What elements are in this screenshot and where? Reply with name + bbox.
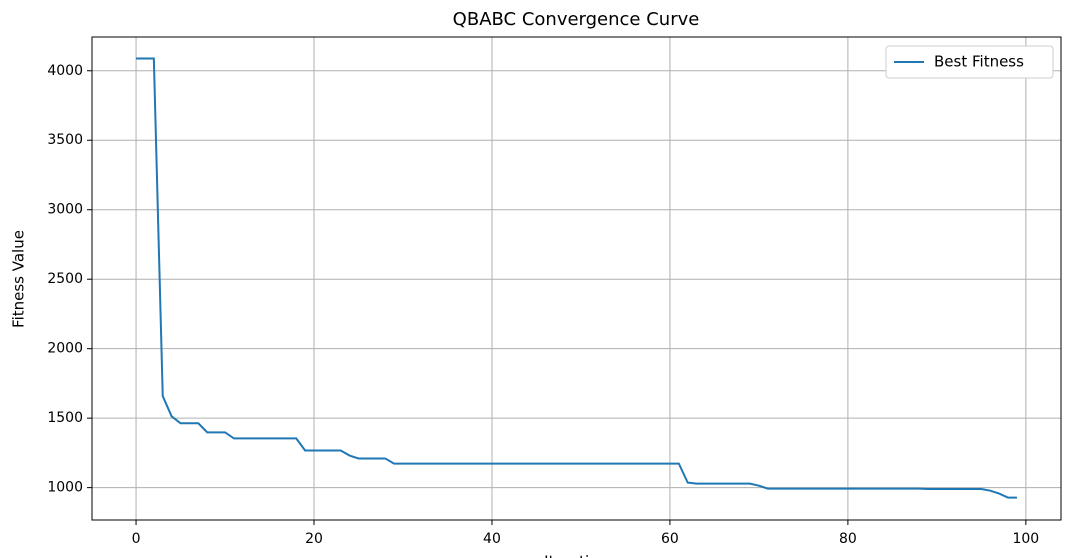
- plot-frame: [91, 36, 1062, 521]
- y-tick-label: 2000: [47, 341, 83, 357]
- x-tick-label: 40: [483, 531, 501, 547]
- y-tick-label: 3500: [47, 132, 83, 148]
- x-tick-label: 80: [839, 531, 857, 547]
- legend: Best Fitness: [885, 45, 1054, 79]
- y-tick-label: 3000: [47, 202, 83, 218]
- chart-title: QBABC Convergence Curve: [453, 9, 700, 30]
- x-tick-label: 20: [305, 531, 323, 547]
- line: [136, 57, 1017, 499]
- x-tick-label: 100: [1012, 531, 1039, 547]
- y-tick-label: 2500: [47, 271, 83, 287]
- x-tick-label: 0: [132, 531, 141, 547]
- y-tick-label: 4000: [47, 63, 83, 79]
- legend-label: Best Fitness: [934, 53, 1024, 71]
- y-axis-label: Fitness Value: [10, 230, 28, 328]
- x-tick-label: 60: [661, 531, 679, 547]
- y-tick-label: 1000: [47, 480, 83, 496]
- x-axis-label: Iteration: [544, 553, 608, 558]
- y-tick-label: 1500: [47, 410, 83, 426]
- legend-box: [885, 45, 1054, 79]
